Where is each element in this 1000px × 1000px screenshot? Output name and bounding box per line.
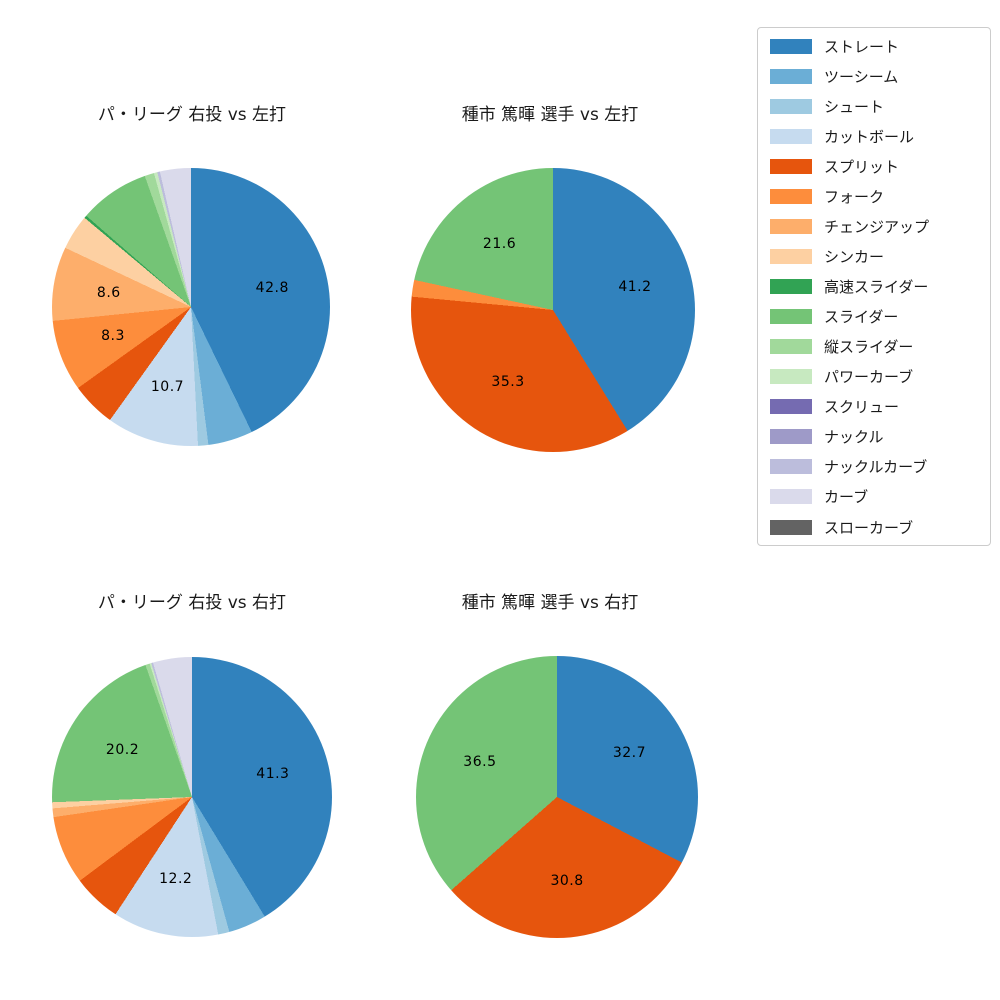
legend-swatch-knuckle bbox=[770, 429, 812, 445]
slice-value-label: 8.6 bbox=[96, 284, 121, 301]
legend-swatch-screw bbox=[770, 399, 812, 415]
legend-swatch-shuuto bbox=[770, 98, 812, 114]
legend-label: チェンジアップ bbox=[824, 217, 930, 236]
legend-swatch-vertical-slider bbox=[770, 339, 812, 355]
slice-value-label: 41.2 bbox=[618, 278, 652, 295]
slice-value-label: 36.5 bbox=[463, 754, 497, 771]
legend-label: 縦スライダー bbox=[824, 338, 914, 357]
legend-swatch-sinker bbox=[770, 248, 812, 264]
legend-swatch-power-curve bbox=[770, 369, 812, 385]
legend-label: カットボール bbox=[824, 127, 915, 146]
legend-swatch-fast-slider bbox=[770, 279, 812, 294]
legend-row: カーブ bbox=[770, 486, 980, 508]
legend-swatch-cutball bbox=[770, 128, 812, 144]
legend-row: スプリット bbox=[770, 155, 980, 177]
slice-value-label: 20.2 bbox=[105, 741, 140, 758]
legend-row: フォーク bbox=[770, 185, 980, 207]
slice-value-label: 42.8 bbox=[255, 280, 289, 297]
pie-taneichi-vs-rhb bbox=[416, 656, 698, 938]
legend-label: ナックル bbox=[824, 428, 884, 447]
legend-swatch-knuckle-curve bbox=[770, 459, 812, 475]
legend-row: ナックルカーブ bbox=[770, 456, 980, 478]
legend-swatch-curve bbox=[770, 489, 812, 505]
legend-row: スライダー bbox=[770, 306, 980, 328]
legend-swatch-split bbox=[770, 158, 812, 174]
legend-label: スクリュー bbox=[824, 398, 900, 417]
legend: ストレート ツーシーム シュート カットボール スプリット フォーク チェンジア… bbox=[757, 27, 991, 546]
legend-row: スクリュー bbox=[770, 396, 980, 418]
legend-label: スプリット bbox=[824, 157, 900, 176]
pie-chart-taneichi-vs-rhb: 32.7 30.8 36.5 bbox=[416, 656, 698, 938]
pie-chart-pa-league-vs-rhb: 41.3 12.2 20.2 bbox=[52, 657, 332, 937]
slice-value-label: 12.2 bbox=[159, 871, 193, 888]
legend-label: ストレート bbox=[824, 37, 900, 56]
legend-row: シンカー bbox=[770, 245, 980, 267]
legend-row: 高速スライダー bbox=[770, 276, 980, 298]
slice-value-label: 8.3 bbox=[101, 328, 125, 345]
legend-label: カーブ bbox=[824, 488, 869, 507]
legend-label: ツーシーム bbox=[824, 67, 899, 86]
pie-chart-pa-league-vs-lhb: 42.8 10.7 8.3 8.6 bbox=[52, 168, 330, 446]
legend-swatch-slider bbox=[770, 309, 812, 325]
pie-chart-taneichi-vs-lhb: 41.2 35.3 21.6 bbox=[411, 168, 695, 452]
legend-swatch-changeup bbox=[770, 218, 812, 234]
slice-value-label: 32.7 bbox=[612, 745, 646, 762]
legend-row: ストレート bbox=[770, 35, 980, 57]
legend-label: スローカーブ bbox=[824, 518, 914, 537]
slice-value-label: 21.6 bbox=[482, 235, 517, 252]
slice-value-label: 41.3 bbox=[256, 766, 290, 783]
legend-label: シュート bbox=[824, 97, 885, 116]
legend-swatch-straight bbox=[770, 38, 812, 54]
chart-title-taneichi-vs-rhb: 種市 篤暉 選手 vs 右打 bbox=[461, 593, 639, 613]
legend-row: ツーシーム bbox=[770, 65, 980, 87]
legend-label: ナックルカーブ bbox=[824, 458, 928, 477]
legend-row: チェンジアップ bbox=[770, 215, 980, 237]
legend-label: フォーク bbox=[824, 187, 885, 206]
legend-label: シンカー bbox=[824, 247, 885, 266]
legend-row: ナックル bbox=[770, 426, 980, 448]
slice-value-label: 10.7 bbox=[150, 379, 185, 395]
legend-swatch-fork bbox=[770, 188, 812, 204]
legend-swatch-slow-curve bbox=[770, 519, 812, 535]
chart-title-pa-league-vs-lhb: パ・リーグ 右投 vs 左打 bbox=[97, 105, 287, 125]
legend-label: 高速スライダー bbox=[824, 278, 929, 296]
legend-row: スローカーブ bbox=[770, 516, 980, 538]
legend-label: スライダー bbox=[824, 308, 899, 327]
legend-swatch-two-seam bbox=[770, 68, 812, 84]
slice-value-label: 35.3 bbox=[491, 374, 525, 391]
legend-row: シュート bbox=[770, 95, 980, 117]
legend-row: カットボール bbox=[770, 125, 980, 147]
legend-row: パワーカーブ bbox=[770, 366, 980, 388]
legend-row: 縦スライダー bbox=[770, 336, 980, 358]
legend-label: パワーカーブ bbox=[824, 368, 914, 387]
pie-taneichi-vs-lhb bbox=[411, 168, 695, 452]
chart-title-pa-league-vs-rhb: パ・リーグ 右投 vs 右打 bbox=[97, 593, 287, 613]
pie-pa-league-vs-lhb bbox=[52, 168, 330, 446]
pie-pa-league-vs-rhb bbox=[52, 657, 332, 937]
chart-title-taneichi-vs-lhb: 種市 篤暉 選手 vs 左打 bbox=[461, 105, 639, 125]
slice-value-label: 30.8 bbox=[550, 872, 584, 889]
